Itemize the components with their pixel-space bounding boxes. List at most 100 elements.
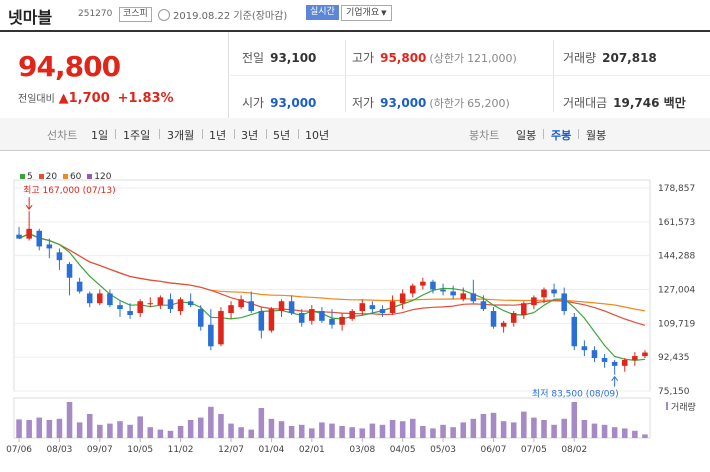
candle-body — [329, 318, 335, 325]
candle-body — [531, 297, 537, 306]
divider — [234, 129, 235, 139]
tab-3m[interactable]: 3개월 — [167, 129, 195, 142]
volume-bar — [591, 423, 598, 438]
volume-bar — [197, 417, 204, 438]
volume-bar — [621, 428, 628, 438]
volume-bar — [319, 422, 325, 438]
tab-daily[interactable]: 일봉 — [516, 129, 537, 142]
stock-header: 넷마블 251270 코스피 2019.08.22 기준(장마감) 실시간 기업… — [0, 0, 710, 30]
volume-bar — [490, 412, 497, 438]
price-change: 전일대비 ▲1,700 +1.83% — [18, 90, 174, 106]
stock-code: 251270 — [78, 9, 113, 19]
candle-body — [157, 297, 164, 306]
candle-body — [238, 299, 244, 308]
candle-body — [591, 350, 598, 359]
volume-bar — [470, 418, 477, 438]
candle-body — [208, 324, 214, 347]
trade-amount-value: 19,746 백만 — [613, 96, 686, 110]
tab-weekly[interactable]: 주봉 — [551, 129, 572, 142]
volume-bar — [36, 417, 43, 438]
volume-bar — [379, 424, 386, 438]
company-overview-dropdown[interactable]: 기업개요 ▼ — [341, 5, 392, 21]
candle-body — [470, 293, 477, 302]
volume-bar — [137, 416, 143, 438]
candle-body — [167, 299, 174, 310]
candle-body — [298, 312, 305, 323]
max-arrow-head — [25, 204, 33, 211]
candle-body — [430, 281, 436, 290]
volume-bar — [26, 420, 32, 438]
volume-bar — [76, 422, 83, 438]
volume-bar — [420, 426, 426, 438]
candle-body — [621, 359, 628, 366]
lower-limit-value: 65,200) — [467, 97, 510, 110]
ma60-line — [18, 233, 646, 312]
candle-body — [248, 301, 255, 312]
candle-body — [440, 289, 446, 292]
stock-name: 넷마블 — [8, 8, 53, 27]
candle-body — [268, 309, 275, 331]
open-value: 93,000 — [270, 96, 317, 110]
candle-body — [177, 299, 184, 312]
tab-1y[interactable]: 1년 — [209, 129, 227, 142]
volume-bar — [611, 427, 618, 438]
volume-bar — [399, 421, 406, 438]
prev-close: 전일 93,100 — [242, 49, 316, 66]
company-overview-label: 기업개요 — [346, 8, 380, 18]
candle-body — [197, 309, 204, 327]
quote-date: 2019.08.22 기준(장마감) — [158, 7, 287, 22]
volume-bar — [309, 428, 315, 438]
day-high: 고가 95,800 (상한가 121,000) — [352, 49, 517, 66]
tab-1d[interactable]: 1일 — [91, 129, 109, 142]
candle-body — [510, 312, 517, 323]
volume-bar — [157, 429, 164, 438]
candle-body — [480, 301, 487, 310]
trade-amount: 거래대금 19,746 백만 — [563, 94, 686, 111]
volume-bar — [409, 418, 416, 438]
volume-bar — [551, 424, 557, 438]
volume-bar — [107, 423, 113, 438]
candle-body — [642, 352, 648, 357]
volume-bar — [97, 424, 103, 438]
stock-chart[interactable]: 178,857 161,573 144,288 127,004 109,719 92,43… — [0, 168, 710, 472]
x-tick-label: 07/05 — [521, 445, 547, 455]
candle-body — [56, 252, 63, 261]
candle-body — [460, 293, 467, 300]
candle-body — [117, 305, 123, 310]
candle-body — [86, 293, 93, 304]
realtime-button[interactable]: 실시간 — [306, 5, 339, 20]
x-tick-label: 01/04 — [258, 445, 284, 455]
divider — [266, 129, 267, 139]
volume-bar — [349, 427, 355, 438]
x-tick-label: 12/07 — [218, 445, 244, 455]
x-tick-label: 09/07 — [87, 445, 113, 455]
divider — [543, 129, 544, 139]
candle-body — [228, 305, 234, 313]
candle-body — [611, 361, 618, 366]
volume-bar — [298, 424, 305, 438]
candle-body — [187, 301, 194, 306]
volume-bar — [561, 418, 567, 438]
tab-3y[interactable]: 3년 — [241, 129, 259, 142]
volume-bar — [460, 422, 467, 438]
y-tick-label: 109,719 — [658, 319, 695, 329]
legend-20: 20 — [45, 172, 58, 182]
volume-bar — [268, 418, 275, 438]
tab-monthly[interactable]: 월봉 — [586, 129, 607, 142]
divider — [578, 129, 579, 139]
volume-bar — [187, 420, 194, 438]
candle-body — [581, 346, 588, 351]
candle-body — [66, 264, 73, 278]
divider — [553, 40, 554, 112]
quote-panel: 94,800 전일대비 ▲1,700 +1.83% 전일 93,100 고가 95,… — [0, 30, 710, 120]
tab-5y[interactable]: 5년 — [273, 129, 291, 142]
volume-bar — [369, 423, 376, 438]
volume-value: 207,818 — [602, 51, 657, 65]
volume-bar — [329, 423, 335, 438]
candle-body — [137, 301, 143, 313]
tab-1w[interactable]: 1주일 — [123, 129, 151, 142]
volume-bar — [642, 434, 648, 438]
tab-10y[interactable]: 10년 — [305, 129, 330, 142]
divider — [202, 129, 203, 139]
volume-bar — [288, 426, 295, 438]
